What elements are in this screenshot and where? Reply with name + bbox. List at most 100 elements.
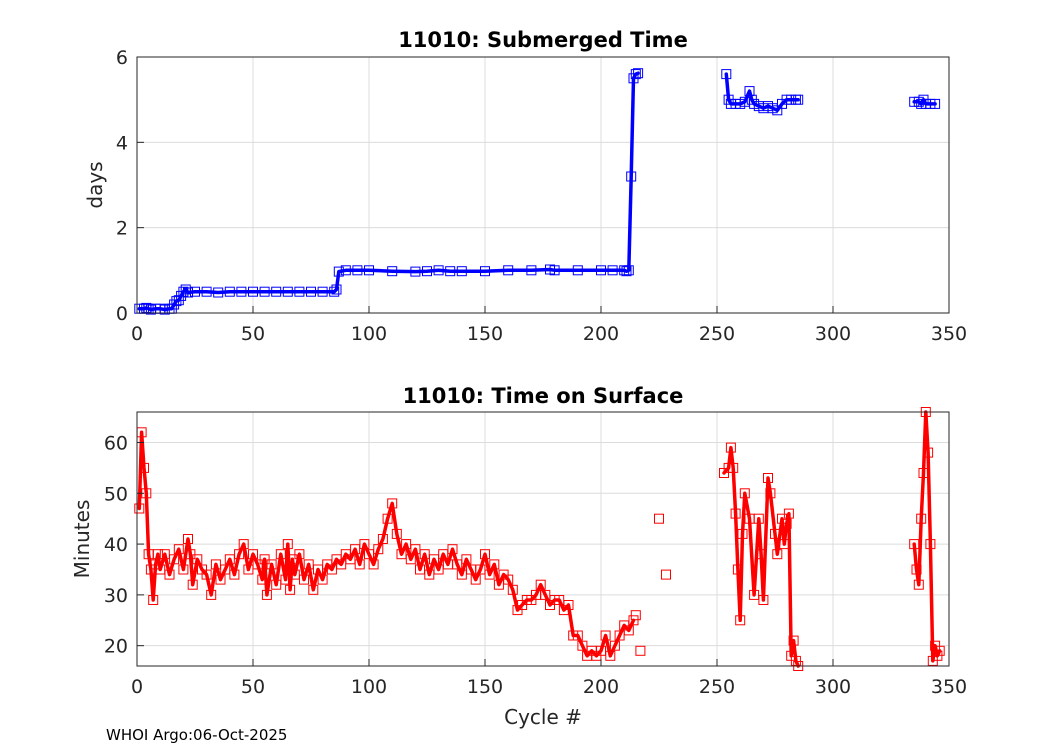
data-point-marker [739,488,750,499]
data-point-marker [630,610,641,621]
x-tick-label: 300 [815,676,851,698]
data-point-marker [317,574,328,585]
ticks-bottom: 0 50 100 150 200 250 300 350 20 30 40 50 60 [104,432,967,698]
data-point-marker [770,528,780,539]
data-point-marker [148,595,159,605]
x-tick-label: 100 [351,323,387,345]
data-point-marker [187,579,198,590]
data-point-marker [503,574,514,585]
data-point-marker [213,287,224,298]
x-tick-label: 50 [241,323,265,345]
data-point-marker [387,498,398,509]
y-tick-label: 60 [104,432,128,454]
data-point-marker [654,513,664,524]
data-point-marker [429,554,439,565]
data-point-marker [572,265,583,276]
data-point-marker [415,564,425,575]
data-point-marker [350,544,361,555]
data-point-marker [725,442,736,453]
data-point-marker [282,286,293,297]
data-point-marker [224,554,235,565]
data-point-marker [257,574,268,585]
data-point-marker [607,265,618,276]
data-point-marker [480,266,490,277]
data-point-marker [913,579,924,590]
data-point-marker [364,265,374,276]
data-point-marker [173,544,184,555]
data-point-marker [282,539,293,550]
data-point-marker [730,508,741,519]
data-point-marker [201,569,212,580]
data-point-marker [503,265,514,276]
data-point-marker [447,544,458,555]
data-point-marker [164,569,175,580]
series-top [134,68,941,315]
data-point-marker [306,286,316,297]
data-point-marker [410,266,421,277]
data-point-marker [549,265,560,276]
data-point-marker [735,615,746,626]
data-point-marker [368,559,379,570]
data-point-marker [923,447,934,458]
y-tick-label: 0 [116,303,128,325]
data-point-marker [728,462,739,473]
data-point-marker [753,513,764,524]
data-point-marker [303,559,314,570]
data-point-marker [215,574,226,585]
x-tick-label: 350 [931,676,967,698]
data-point-marker [732,564,743,575]
data-point-marker [238,539,249,550]
data-point-marker [373,544,384,555]
data-point-marker [352,265,363,276]
data-point-marker [507,584,518,595]
data-point-marker [489,559,500,570]
data-point-marker [229,569,240,580]
data-point-marker [572,630,583,641]
data-point-marker [287,554,298,565]
data-point-marker [911,564,922,575]
data-point-marker [308,584,319,595]
data-point-marker [419,549,430,560]
data-point-marker [183,287,193,298]
data-point-marker [596,265,606,276]
data-point-marker [790,655,801,666]
data-point-marker [783,508,794,519]
data-point-marker [259,286,270,297]
data-point-marker [382,513,393,524]
data-point-marker [317,286,328,297]
data-point-marker [772,549,783,560]
data-point-marker [461,554,472,565]
chart-title-bottom: 11010: Time on Surface [403,384,684,408]
data-point-marker [192,554,203,565]
data-point-marker [243,564,254,575]
y-tick-label: 20 [104,636,128,658]
data-point-marker [261,589,272,600]
data-point-marker [433,265,444,276]
data-point-marker [721,69,732,80]
footer-credit: WHOI Argo:06-Oct-2025 [106,726,288,744]
data-point-marker [633,68,644,79]
data-point-marker [934,645,945,656]
data-point-marker [445,266,456,277]
data-point-marker [183,534,193,544]
data-point-marker [424,569,435,580]
data-point-marker [206,589,217,600]
data-point-marker [763,473,773,483]
y-tick-label: 50 [104,483,128,505]
data-point-marker [661,569,671,580]
plot-area-top [137,57,949,313]
data-point-marker [236,286,247,297]
data-point-marker [630,69,641,80]
data-point-marker [313,564,323,575]
data-point-marker [577,640,588,651]
data-point-marker [793,94,804,105]
data-point-marker [224,286,235,297]
data-point-marker [134,503,145,514]
y-tick-label: 30 [104,585,128,607]
data-point-marker [336,559,347,570]
data-point-marker [456,569,467,580]
data-point-marker [456,266,467,277]
x-tick-label: 50 [241,676,265,698]
y-tick-label: 40 [104,534,128,556]
data-point-marker [275,549,286,560]
